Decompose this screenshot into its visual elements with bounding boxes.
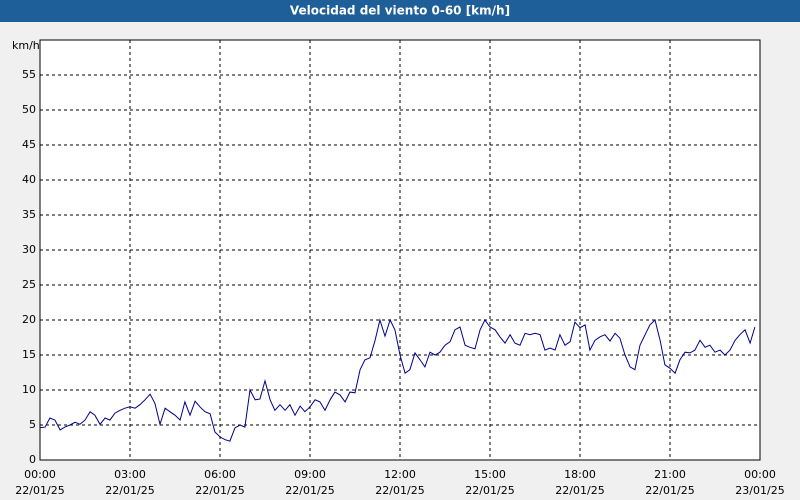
y-tick-label: 0 (29, 453, 36, 466)
y-tick-label: 45 (22, 138, 36, 151)
y-tick-label: 15 (22, 348, 36, 361)
x-tick-label: 09:00 (294, 468, 326, 481)
x-tick-label: 00:00 (24, 468, 56, 481)
x-tick-date: 22/01/25 (465, 484, 514, 497)
x-tick-date: 22/01/25 (15, 484, 64, 497)
y-tick-label: 40 (22, 173, 36, 186)
x-tick-date: 22/01/25 (285, 484, 334, 497)
x-tick-date: 22/01/25 (555, 484, 604, 497)
y-tick-label: 50 (22, 103, 36, 116)
y-tick-label: 10 (22, 383, 36, 396)
y-tick-label: 30 (22, 243, 36, 256)
y-tick-label: 20 (22, 313, 36, 326)
x-tick-label: 12:00 (384, 468, 416, 481)
y-tick-label: 5 (29, 418, 36, 431)
x-tick-label: 00:00 (744, 468, 776, 481)
x-tick-label: 15:00 (474, 468, 506, 481)
chart-title: Velocidad del viento 0-60 [km/h] (290, 4, 510, 18)
x-tick-date: 22/01/25 (195, 484, 244, 497)
x-tick-date: 23/01/25 (735, 484, 784, 497)
title-bar (0, 0, 800, 22)
x-tick-label: 03:00 (114, 468, 146, 481)
x-tick-date: 22/01/25 (375, 484, 424, 497)
x-tick-date: 22/01/25 (105, 484, 154, 497)
data-line (39, 318, 756, 442)
x-tick-label: 18:00 (564, 468, 596, 481)
x-tick-date: 22/01/25 (645, 484, 694, 497)
y-tick-label: 25 (22, 278, 36, 291)
x-tick-label: 21:00 (654, 468, 686, 481)
y-tick-label: 35 (22, 208, 36, 221)
x-tick-label: 06:00 (204, 468, 236, 481)
y-tick-label: 55 (22, 68, 36, 81)
y-axis-label: km/h (12, 39, 40, 52)
